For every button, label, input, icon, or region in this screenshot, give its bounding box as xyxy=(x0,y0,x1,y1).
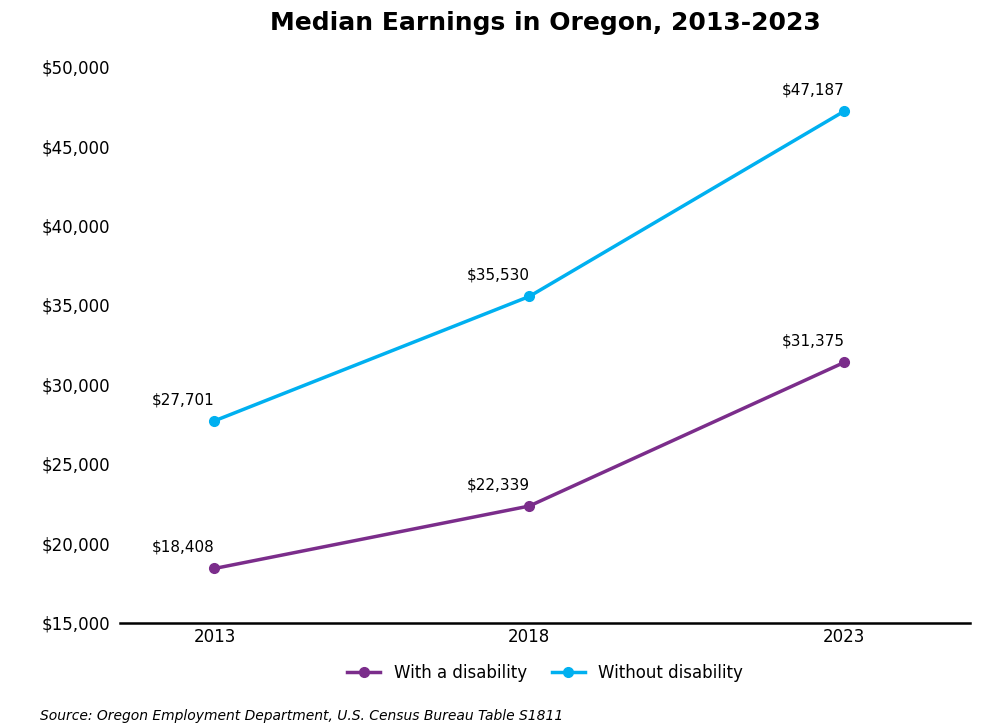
With a disability xyxy=(523,502,535,510)
Title: Median Earnings in Oregon, 2013-2023: Median Earnings in Oregon, 2013-2023 xyxy=(270,11,820,35)
With a disability xyxy=(838,358,850,367)
Line: With a disability: With a disability xyxy=(210,358,849,573)
Text: Source: Oregon Employment Department, U.S. Census Bureau Table S1811: Source: Oregon Employment Department, U.… xyxy=(40,710,563,723)
Text: $27,701: $27,701 xyxy=(152,392,215,407)
Line: Without disability: Without disability xyxy=(210,106,849,426)
With a disability xyxy=(208,564,220,573)
Text: $47,187: $47,187 xyxy=(782,83,844,98)
Legend: With a disability, Without disability: With a disability, Without disability xyxy=(340,657,750,689)
Text: $22,339: $22,339 xyxy=(467,477,530,492)
Without disability xyxy=(838,107,850,116)
Text: $31,375: $31,375 xyxy=(782,334,845,349)
Text: $18,408: $18,408 xyxy=(152,540,215,555)
Without disability xyxy=(208,416,220,425)
Without disability xyxy=(523,292,535,300)
Text: $35,530: $35,530 xyxy=(467,268,530,283)
